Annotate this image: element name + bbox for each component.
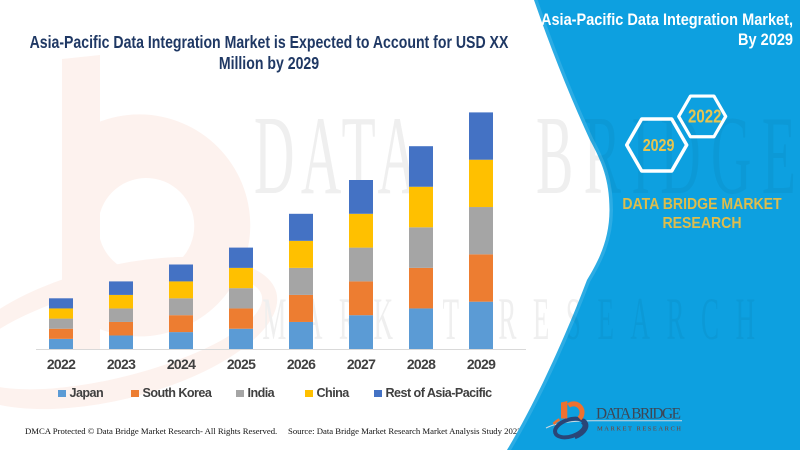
- svg-text:MARKET RESEARCH: MARKET RESEARCH: [262, 287, 755, 353]
- svg-text:MARKET RESEARCH: MARKET RESEARCH: [597, 426, 681, 433]
- svg-text:2022: 2022: [688, 107, 722, 127]
- svg-text:DATA BRIDGE: DATA BRIDGE: [596, 406, 681, 423]
- svg-text:2029: 2029: [643, 135, 675, 155]
- svg-text:DATA: DATA: [254, 94, 418, 218]
